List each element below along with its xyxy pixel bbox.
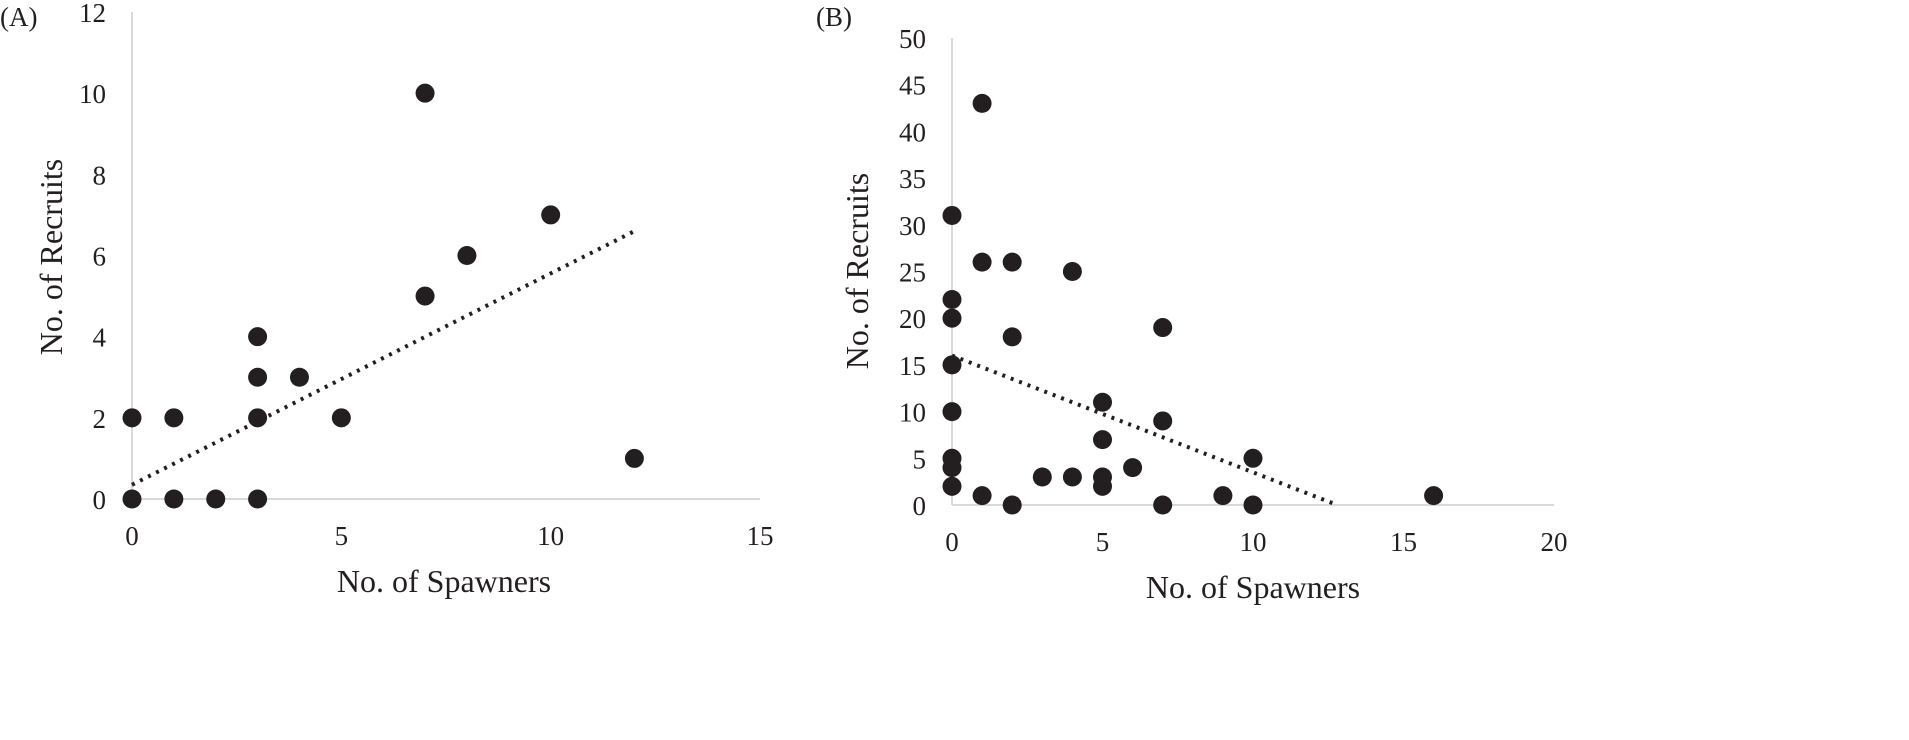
panel-b: (B) No. of Spawners No. of Recruits 0 5 10…	[816, 2, 1568, 605]
panel-a-y-tick-label: 12	[79, 0, 106, 28]
panel-b-x-axis-title: No. of Spawners	[1146, 569, 1360, 605]
panel-b-y-tick-label: 5	[913, 444, 927, 474]
panel-b-y-tick-label: 35	[899, 164, 926, 194]
panel-a-data-point	[122, 408, 142, 428]
panel-a-data-point	[164, 489, 184, 509]
panel-b-y-tick-label: 25	[899, 258, 926, 288]
panel-b-data-point	[1002, 327, 1022, 347]
panel-b-x-tick-label: 20	[1541, 527, 1568, 557]
panel-a-data-point	[415, 83, 435, 103]
panel-a-data-point	[248, 327, 268, 347]
panel-b-data-point	[1002, 252, 1022, 272]
panel-b-data-point	[1062, 262, 1082, 281]
panel-a-data-point	[415, 286, 435, 306]
panel-b-x-tick-label: 10	[1240, 527, 1267, 557]
panel-b-ticks: 0 5 10 15 20 0 5 10 15 20 25 30 35 40 45 50	[899, 24, 1568, 557]
panel-a-x-tick-label: 10	[537, 521, 564, 551]
panel-b-y-tick-label: 20	[899, 304, 926, 334]
panel-a-y-tick-label: 2	[93, 404, 107, 434]
panel-a-data-point	[624, 448, 644, 468]
panel-a-y-tick-label: 8	[93, 160, 107, 190]
panel-a-data-point	[248, 489, 268, 509]
panel-b-data-point	[972, 93, 992, 113]
panel-b-data-point	[942, 308, 962, 328]
panel-a-data-point	[331, 408, 351, 428]
panel-b-data-point	[1243, 448, 1263, 468]
panel-b-data-point	[1093, 476, 1112, 496]
panel-a-x-tick-label: 0	[125, 521, 139, 551]
panel-a-data-point	[122, 489, 142, 509]
panel-b-x-tick-label: 15	[1390, 527, 1417, 557]
panel-b-data-point	[1213, 486, 1233, 506]
panel-a-y-tick-label: 4	[93, 323, 107, 353]
panel-a: (A) No. of Spawners No. of Recruits 0 5 10…	[0, 0, 774, 599]
panel-a-data-point	[541, 205, 561, 225]
panel-a-y-tick-label: 10	[79, 79, 106, 109]
panel-b-y-tick-label: 15	[899, 351, 926, 381]
panel-b-y-axis-title: No. of Recruits	[839, 173, 875, 369]
panel-a-x-axis-title: No. of Spawners	[337, 563, 551, 599]
panel-b-data-point	[942, 355, 962, 375]
panel-b-data-point	[942, 402, 962, 422]
panel-b-x-tick-label: 0	[945, 527, 959, 557]
panel-b-data-point	[1062, 467, 1082, 487]
panel-b-x-tick-label: 5	[1096, 527, 1110, 557]
panel-b-data-point	[942, 476, 962, 496]
panel-a-data-point	[248, 367, 268, 387]
panel-b-y-tick-label: 10	[899, 398, 926, 428]
panel-a-data-point	[248, 408, 268, 428]
panel-a-trendline	[131, 229, 636, 487]
panel-a-data-point	[164, 408, 184, 428]
panel-b-label: (B)	[816, 2, 852, 32]
panel-a-y-tick-label: 6	[93, 242, 107, 272]
panel-b-data-point	[972, 486, 992, 506]
panel-b-y-tick-label: 50	[899, 24, 926, 54]
panel-a-x-tick-label: 5	[335, 521, 349, 551]
panel-b-data-point	[1243, 495, 1263, 515]
panel-b-data-point	[1153, 318, 1173, 338]
panel-a-ticks: 0 5 10 15 0 2 4 6 8 10 12	[79, 0, 774, 551]
panel-a-data-point	[206, 489, 226, 509]
panel-b-data-point	[1093, 430, 1112, 450]
panel-b-y-tick-label: 0	[913, 491, 927, 521]
panel-b-data-point	[1153, 495, 1173, 515]
panel-b-data-point	[1093, 392, 1112, 412]
panel-a-data-point	[289, 367, 309, 387]
panel-b-y-tick-label: 45	[899, 71, 926, 101]
panel-b-data-point	[972, 252, 992, 272]
panel-b-y-tick-label: 40	[899, 117, 926, 147]
panel-b-data-point	[1153, 411, 1173, 431]
panel-a-label: (A)	[0, 2, 37, 32]
panel-b-data-point	[1032, 467, 1052, 487]
panel-a-data-point	[457, 246, 477, 265]
panel-b-points	[942, 93, 1444, 515]
panel-a-y-axis-title: No. of Recruits	[33, 159, 69, 355]
panel-b-trendline	[951, 353, 1339, 507]
panel-b-data-point	[1123, 458, 1143, 478]
panel-b-data-point	[942, 458, 962, 478]
panel-a-y-tick-label: 0	[93, 485, 107, 515]
panel-a-x-tick-label: 15	[747, 521, 774, 551]
panel-b-data-point	[942, 290, 962, 310]
panel-a-points	[122, 83, 644, 509]
panel-b-data-point	[942, 205, 962, 225]
panel-b-data-point	[1002, 495, 1022, 515]
panel-b-y-tick-label: 30	[899, 211, 926, 241]
panel-b-data-point	[1424, 486, 1444, 506]
